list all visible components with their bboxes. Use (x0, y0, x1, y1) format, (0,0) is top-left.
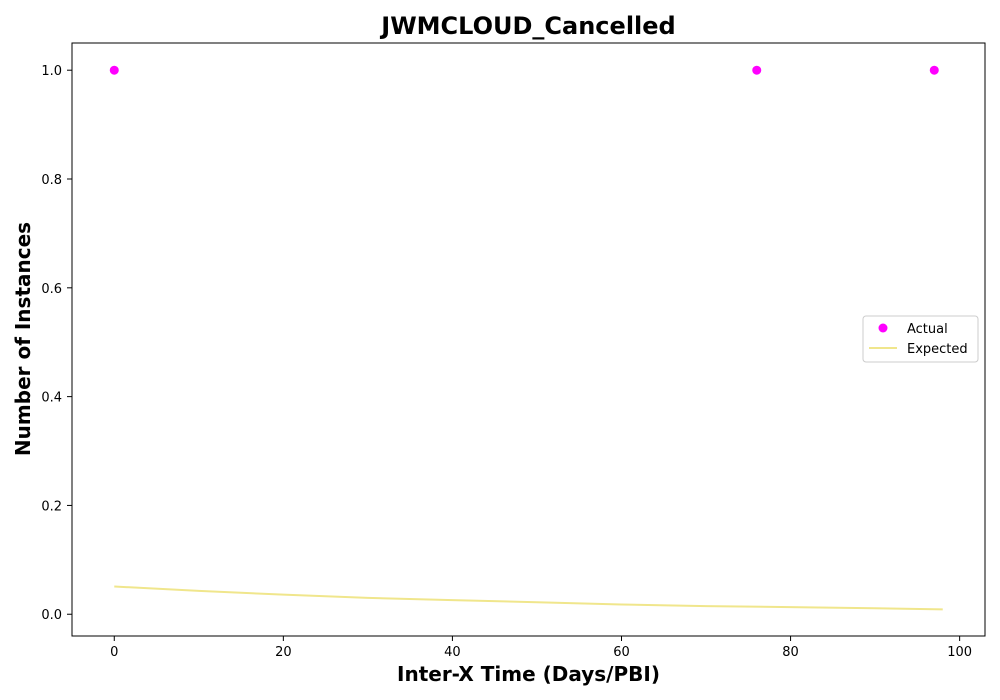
legend: Actual Expected (862, 315, 979, 363)
x-tick-label: 100 (947, 645, 972, 660)
y-tick-label: 0.8 (41, 173, 62, 188)
actual-point (752, 65, 762, 75)
legend-marker-actual (878, 323, 888, 333)
y-tick-label: 0.4 (41, 391, 62, 406)
actual-point (929, 65, 939, 75)
chart-title: JWMCLOUD_Cancelled (379, 12, 675, 40)
actual-point (109, 65, 119, 75)
x-tick-label: 0 (110, 645, 118, 660)
x-tick-label: 20 (275, 645, 292, 660)
x-tick-label: 60 (613, 645, 630, 660)
x-tick-label: 40 (444, 645, 461, 660)
y-tick-label: 0.6 (41, 282, 62, 297)
legend-box (862, 315, 979, 363)
y-tick-label: 1.0 (41, 64, 62, 79)
y-tick-label: 0.2 (41, 499, 62, 514)
plot-area: 0 20 40 60 80 100 0.0 0.2 0.4 0.6 0.8 1.0 (41, 42, 986, 660)
y-tick-label: 0.0 (41, 608, 62, 623)
x-axis-label: Inter-X Time (Days/PBI) (397, 662, 660, 686)
y-axis-label: Number of Instances (11, 222, 35, 456)
axes-frame (71, 42, 986, 637)
expected-line (114, 585, 943, 611)
x-tick-label: 80 (782, 645, 799, 660)
legend-label: Expected (907, 342, 968, 357)
legend-label: Actual (907, 322, 948, 337)
